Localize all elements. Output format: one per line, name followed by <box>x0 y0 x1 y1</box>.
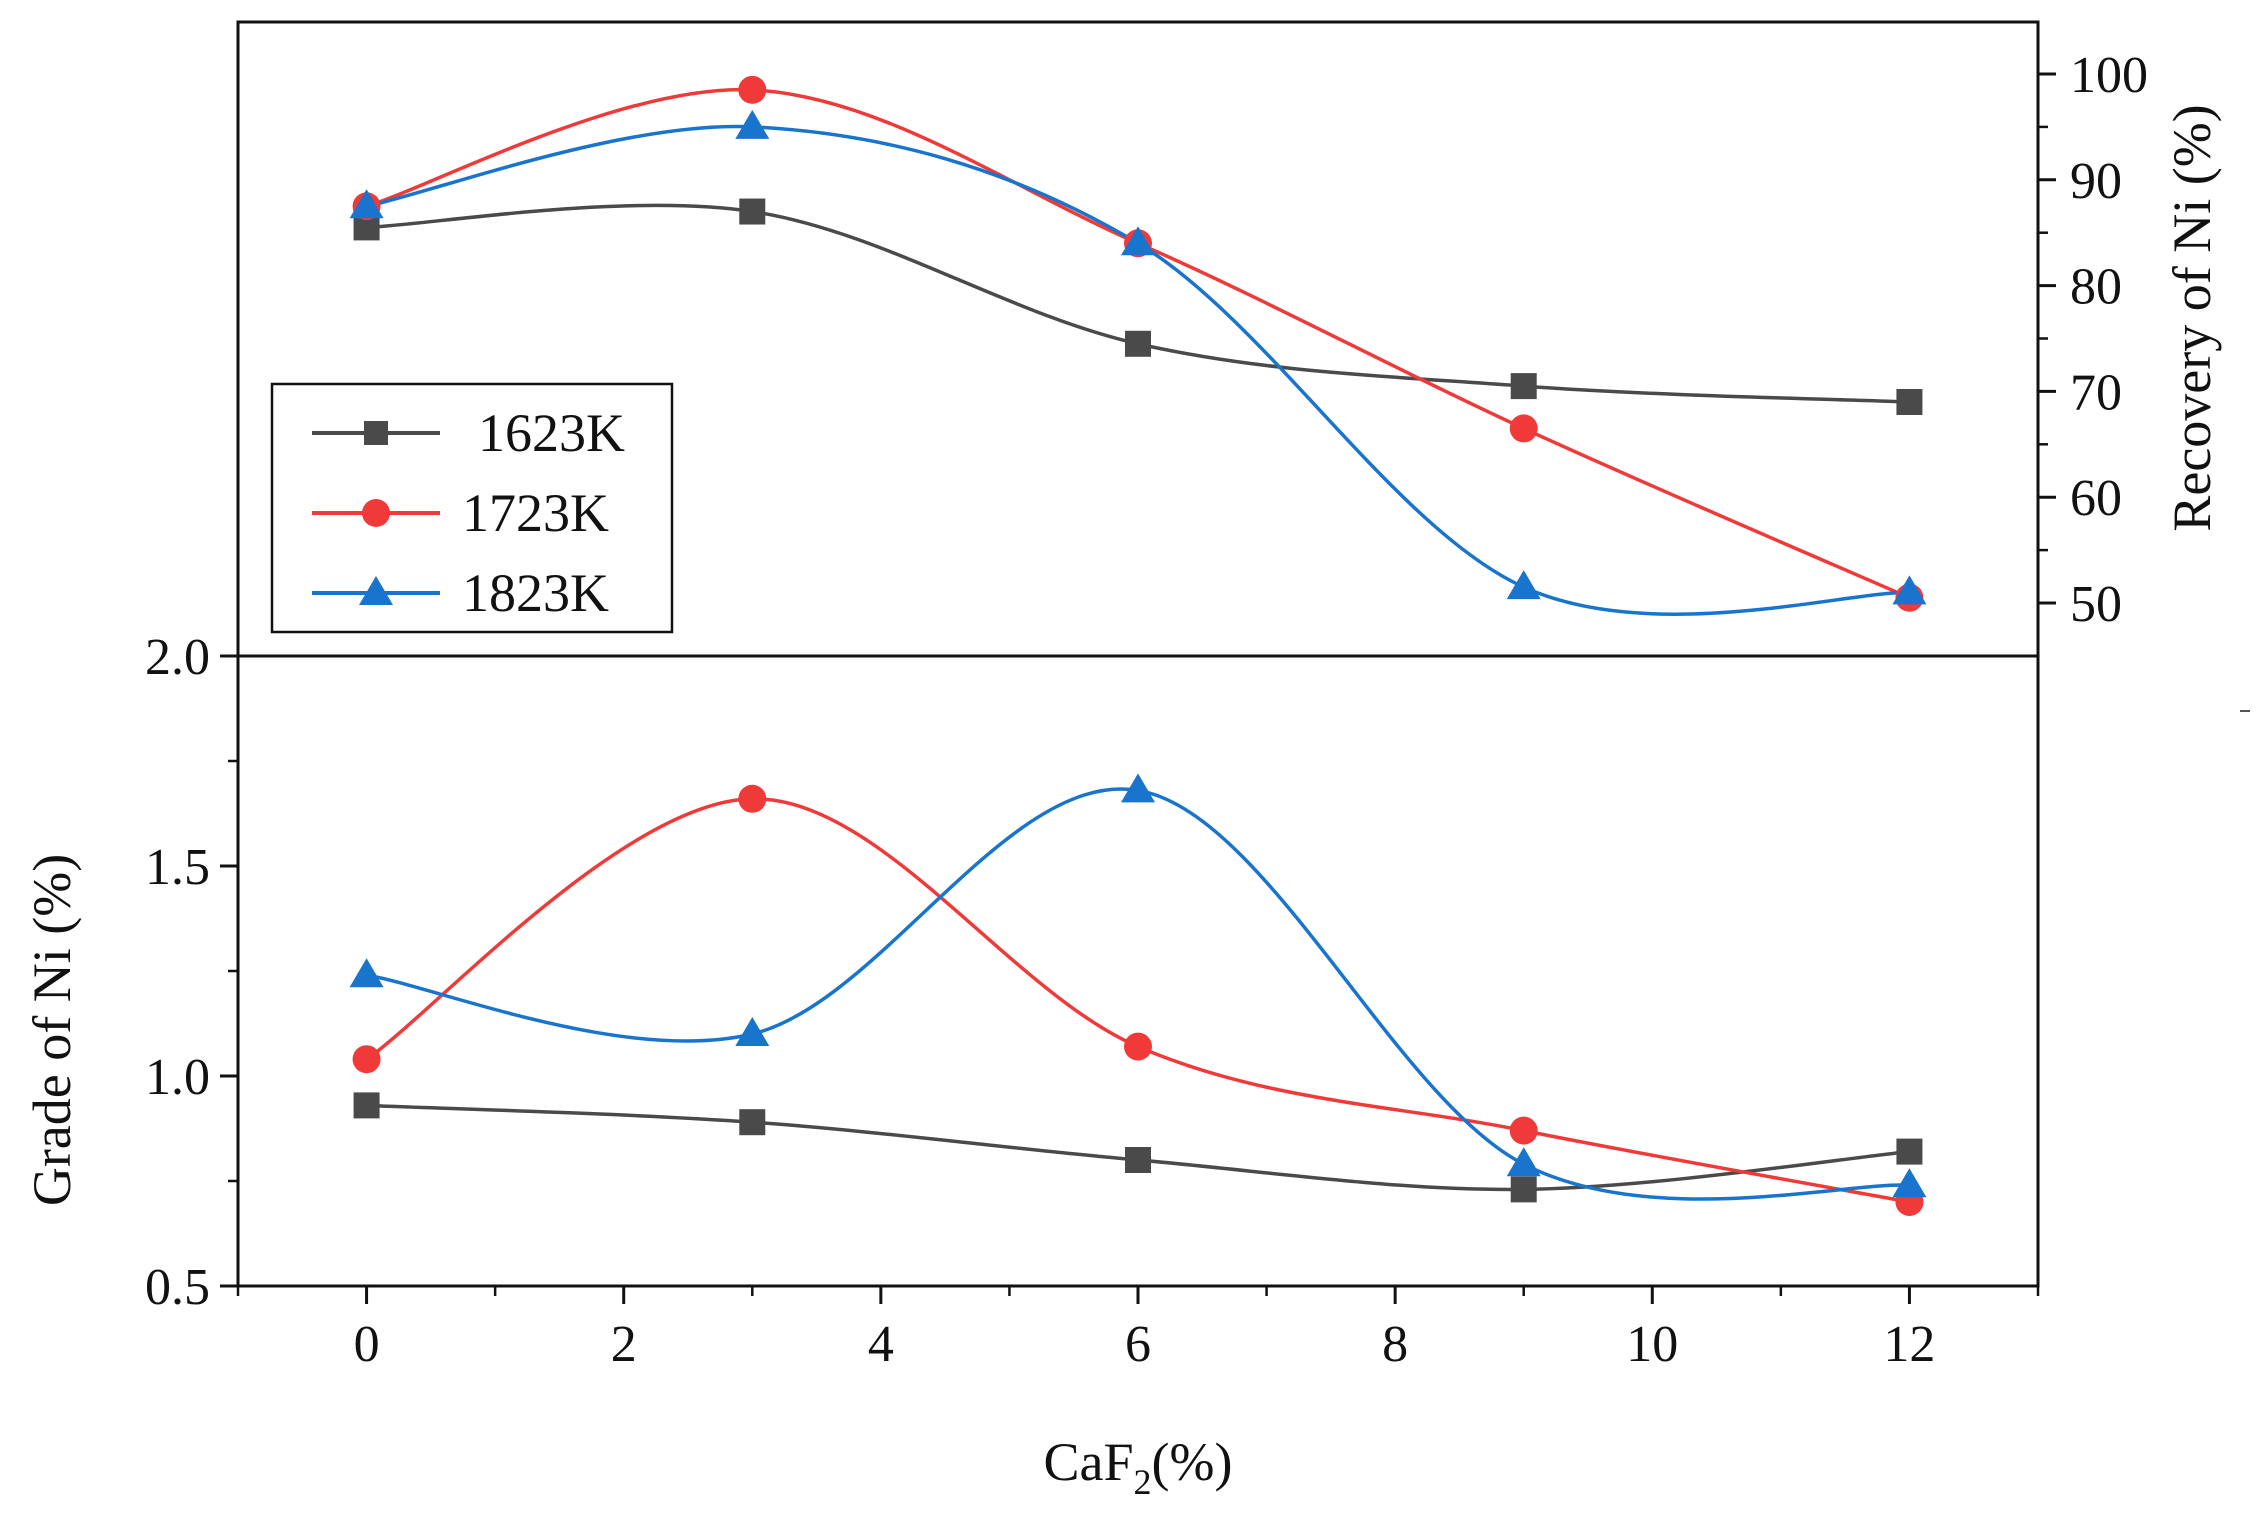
recovery-tick-label-80: 80 <box>2070 259 2122 316</box>
legend-marker-1723k <box>362 499 390 527</box>
recovery-tick-label-90: 90 <box>2070 153 2122 210</box>
x-tick-label-4: 4 <box>868 1316 894 1373</box>
recovery-axis-title: Recovery of Ni (%) <box>2162 104 2222 531</box>
recovery-tick-label-70: 70 <box>2070 364 2122 421</box>
bottom-panel-series <box>365 787 1910 1204</box>
x-axis-title: CaF2(%) <box>1044 1432 1233 1502</box>
grade-axis-title: Grade of Ni (%) <box>22 854 82 1206</box>
grade-point-1623k-x12 <box>1896 1138 1923 1165</box>
grade-point-1823k-x12 <box>1892 1168 1927 1198</box>
top-panel-markers <box>349 75 1927 612</box>
recovery-point-1623k-x12 <box>1896 388 1923 415</box>
top-right-axis-ticks: 50 60 70 80 90 100 <box>2038 47 2148 633</box>
x-tick-label-6: 6 <box>1125 1316 1151 1373</box>
x-axis-ticks: 0 2 4 6 8 10 12 <box>236 1286 2040 1373</box>
recovery-tick-label-60: 60 <box>2070 470 2122 527</box>
recovery-tick-label-100: 100 <box>2070 47 2148 104</box>
recovery-point-1623k-x3 <box>739 198 766 225</box>
recovery-tick-label-50: 50 <box>2070 576 2122 633</box>
grade-point-1723k-x3 <box>738 784 767 813</box>
x-tick-label-10: 10 <box>1626 1316 1678 1373</box>
grade-point-1823k-x3 <box>735 1017 770 1046</box>
grade-point-1623k-x6 <box>1125 1147 1151 1173</box>
x-axis-title-main: CaF <box>1044 1432 1134 1492</box>
legend-box <box>270 382 674 634</box>
legend-marker-1623k <box>364 421 388 445</box>
grade-point-1823k-x9 <box>1506 1147 1541 1177</box>
recovery-point-1823k-x6 <box>1121 226 1155 256</box>
x-axis-title-tail: (%) <box>1152 1432 1233 1492</box>
legend: 1623K 1723K 1823K <box>270 382 674 634</box>
grade-point-1823k-x6 <box>1121 773 1155 803</box>
x-tick-label-8: 8 <box>1382 1316 1408 1373</box>
recovery-point-1723k-x3 <box>738 75 767 104</box>
legend-marker-1823k <box>359 576 393 605</box>
grade-point-1723k-x0 <box>352 1045 381 1074</box>
recovery-point-1623k-x9 <box>1510 373 1537 400</box>
x-tick-label-12: 12 <box>1883 1316 1935 1373</box>
grade-tick-label-0-5: 0.5 <box>145 1259 210 1316</box>
legend-label-1623k: 1623K <box>478 403 625 463</box>
x-tick-label-2: 2 <box>611 1316 637 1373</box>
recovery-point-1723k-x9 <box>1509 414 1538 443</box>
recovery-point-1823k-x0 <box>349 189 384 219</box>
x-tick-label-0: 0 <box>354 1316 380 1373</box>
grade-point-1823k-x0 <box>349 958 384 988</box>
bottom-panel-frame <box>236 654 2040 1288</box>
grade-point-1723k-x6 <box>1124 1032 1152 1061</box>
grade-point-1623k-x9 <box>1510 1176 1537 1203</box>
recovery-point-1823k-x3 <box>735 109 770 139</box>
grade-point-1723k-x9 <box>1509 1116 1538 1145</box>
recovery-point-1623k-x6 <box>1125 330 1151 357</box>
grade-tick-label-1-0: 1.0 <box>145 1049 210 1106</box>
legend-label-1823k: 1823K <box>462 563 609 623</box>
bottom-panel-markers <box>349 773 1927 1216</box>
recovery-point-1823k-x12 <box>1892 575 1927 605</box>
x-axis-title-subscript: 2 <box>1134 1462 1152 1502</box>
grade-line-1723k <box>365 797 1910 1204</box>
grade-point-1623k-x0 <box>353 1092 380 1119</box>
bottom-left-axis-ticks: 0.5 1.0 1.5 2.0 <box>145 629 238 1316</box>
grade-point-1623k-x3 <box>739 1109 766 1136</box>
grade-tick-label-2-0: 2.0 <box>145 629 210 686</box>
grade-line-1823k <box>366 787 1910 1201</box>
grade-tick-label-1-5: 1.5 <box>145 839 210 896</box>
legend-label-1723k: 1723K <box>462 483 609 543</box>
recovery-point-1823k-x9 <box>1506 570 1541 600</box>
